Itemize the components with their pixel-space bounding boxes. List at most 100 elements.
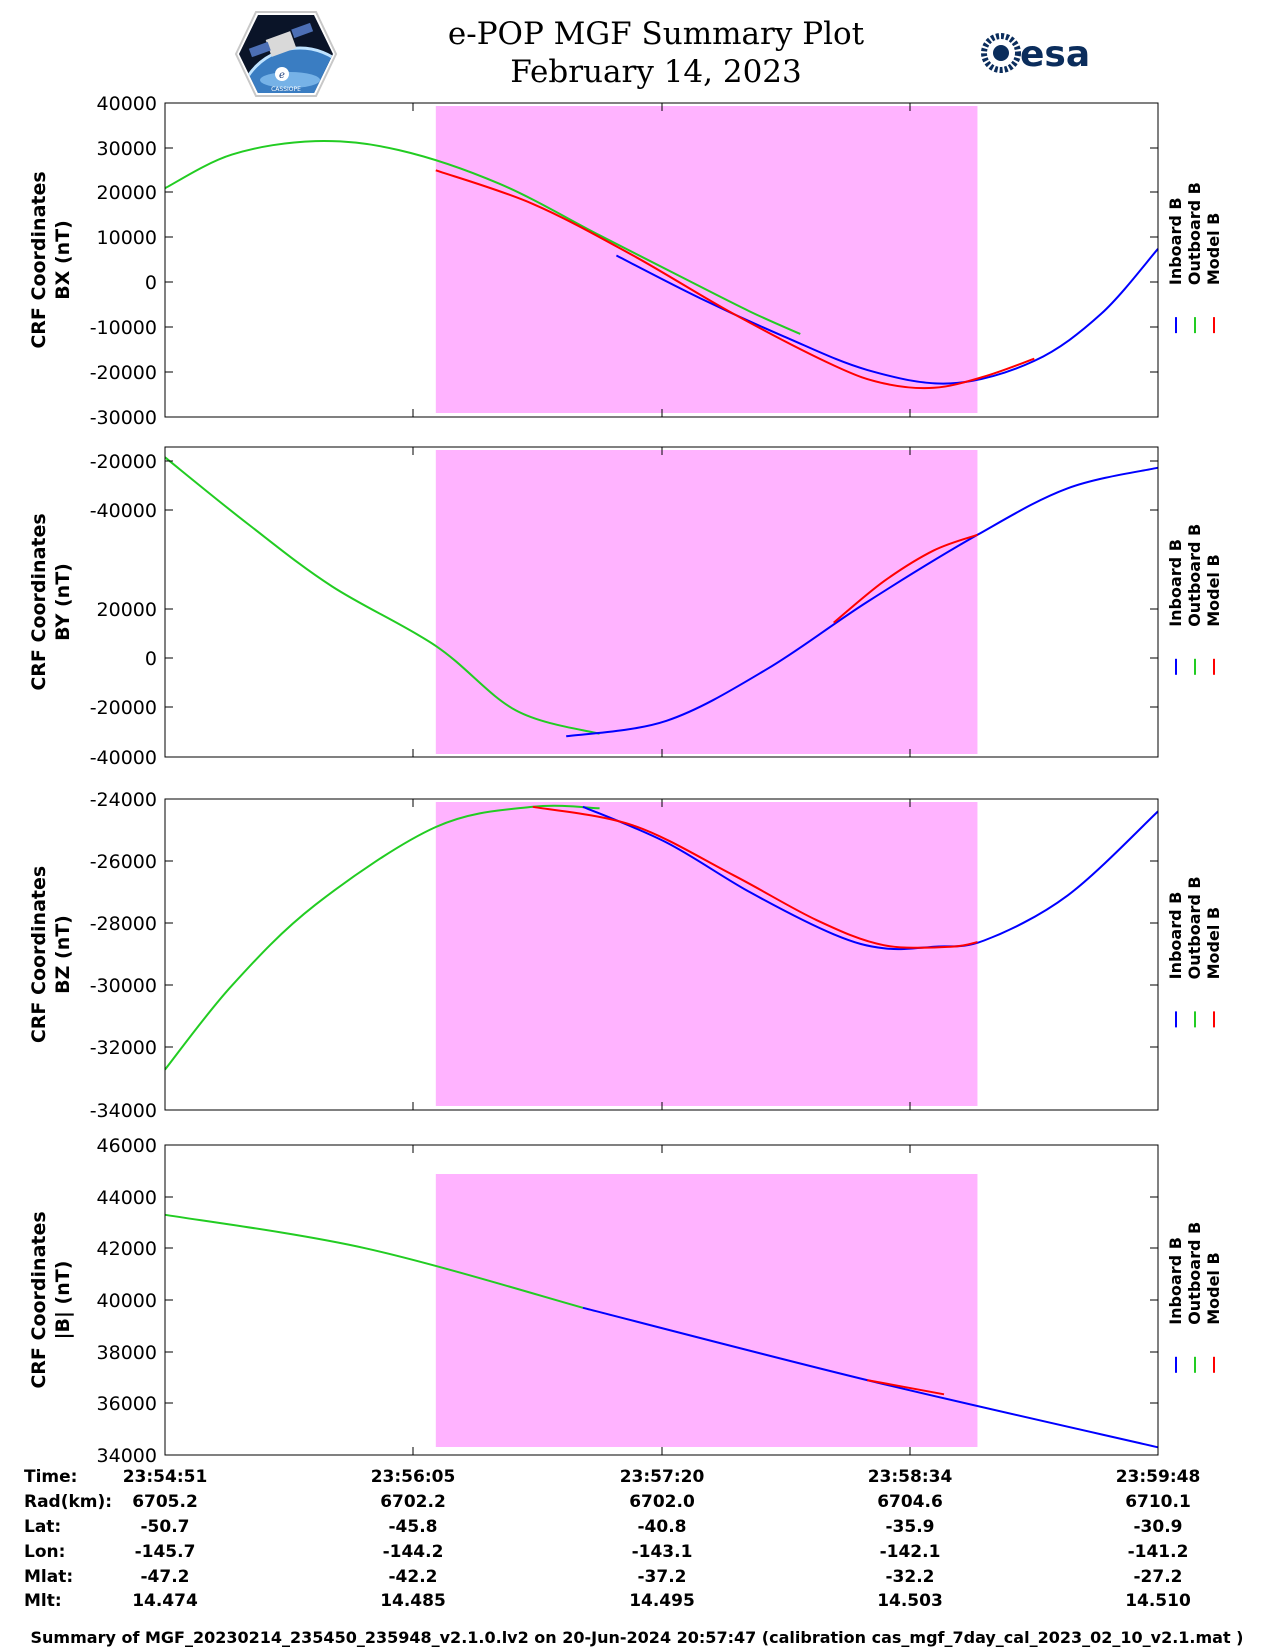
legend-label-inboard: Inboard B: [1166, 539, 1185, 627]
orbit-value: -144.2: [383, 1542, 444, 1562]
legend-label-inboard: Inboard B: [1166, 892, 1185, 980]
orbit-value: -30.9: [1134, 1517, 1183, 1537]
y-tick-label: -24000: [90, 789, 157, 811]
panel-4: 46000 44000 42000 40000 38000 36000 34000 CRF C…: [28, 1135, 1223, 1467]
series-inboard-line: [615, 248, 1159, 385]
y-tick-label: -30000: [90, 975, 157, 997]
y-tick-label: -40000: [90, 500, 157, 522]
orbit-columns: 23:54:516705.2-50.7-145.7-47.214.47423:5…: [123, 1467, 1201, 1611]
orbit-value: 14.510: [1125, 1591, 1191, 1611]
series-outboard-line: [164, 456, 600, 735]
orbit-row-labels: Time: Rad(km): Lat: Lon: Mlat: Mlt:: [24, 1467, 112, 1611]
y-tick-label: 34000: [97, 1445, 157, 1467]
y-tick-label: -20000: [90, 451, 157, 473]
highlight-interval: [435, 106, 978, 413]
legend: Inboard B Outboard B Model B: [1166, 876, 1223, 1028]
y-tick-label: -20000: [90, 362, 157, 384]
y-tick-label: -30000: [90, 407, 157, 429]
y-tick-label: 46000: [97, 1135, 157, 1157]
y-tick-label: 0: [145, 648, 157, 670]
legend: Inboard B Outboard B Model B: [1166, 524, 1223, 675]
legend-label-model: Model B: [1204, 1252, 1223, 1324]
legend-label-outboard: Outboard B: [1185, 876, 1204, 979]
y-axis-label-line1: CRF Coordinates: [28, 866, 50, 1043]
series-model-line: [435, 169, 1035, 390]
series-outboard-line: [164, 1213, 584, 1309]
y-axis-label-line2: BX (nT): [52, 220, 74, 300]
legend: Inboard B Outboard B Model B: [1166, 1222, 1223, 1373]
orbit-column-2: 23:56:05 6702.2 -45.8 -144.2 -42.2 14.485: [371, 1467, 456, 1611]
orbit-value: 14.485: [380, 1591, 446, 1611]
esa-logo: esa: [981, 33, 1090, 75]
legend: Inboard B Outboard B Model B: [1166, 182, 1223, 334]
orbit-value: 23:56:05: [371, 1467, 456, 1487]
orbit-value: -143.1: [632, 1542, 693, 1562]
orbit-column-3: 23:57:20 6702.0 -40.8 -143.1 -37.2 14.495: [620, 1467, 705, 1611]
y-axis-label: CRF Coordinates BX (nT): [28, 171, 74, 348]
y-tick-label: 40000: [97, 1290, 157, 1312]
esa-logo-text: esa: [1020, 34, 1090, 75]
y-tick-label: -10000: [90, 317, 157, 339]
orbit-value: -35.9: [886, 1517, 935, 1537]
orbit-value: 23:54:51: [123, 1467, 208, 1487]
orbit-value: 14.503: [877, 1591, 943, 1611]
y-tick-label: 38000: [97, 1342, 157, 1364]
y-axis-label-line1: CRF Coordinates: [28, 513, 50, 690]
orbit-value: 23:57:20: [620, 1467, 705, 1487]
orbit-label-mlt: Mlt:: [24, 1591, 62, 1611]
y-tick-label: 30000: [97, 138, 157, 160]
y-tick-label: 20000: [97, 182, 157, 204]
series-model-line: [532, 805, 978, 949]
y-tick-label: 20000: [97, 599, 157, 621]
series-inboard-line: [566, 466, 1159, 738]
orbit-value: 6702.0: [629, 1492, 695, 1512]
y-axis-label-line1: CRF Coordinates: [28, 1211, 50, 1388]
orbit-value: 23:58:34: [868, 1467, 953, 1487]
legend-label-outboard: Outboard B: [1185, 1222, 1204, 1325]
legend-label-model: Model B: [1204, 554, 1223, 626]
y-axis-label-line2: BZ (nT): [52, 915, 74, 994]
orbit-label-time: Time:: [24, 1467, 77, 1487]
orbit-value: -40.8: [638, 1517, 687, 1537]
y-axis-label-line1: CRF Coordinates: [28, 171, 50, 348]
series-model-line: [866, 1379, 945, 1396]
panel-1: 40000 30000 20000 10000 0 -10000 -20000 -30000 C…: [28, 93, 1223, 429]
orbit-value: -37.2: [638, 1567, 687, 1587]
plot-date: February 14, 2023: [510, 54, 802, 90]
plot-panels: 40000 30000 20000 10000 0 -10000 -20000 -30000 C…: [28, 93, 1223, 1467]
legend-label-outboard: Outboard B: [1185, 182, 1204, 285]
orbit-value: -47.2: [141, 1567, 190, 1587]
legend-label-inboard: Inboard B: [1166, 197, 1185, 285]
y-tick-label: 36000: [97, 1393, 157, 1415]
orbit-value: 6704.6: [877, 1492, 943, 1512]
y-tick-label: 0: [145, 272, 157, 294]
orbit-label-lat: Lat:: [24, 1517, 61, 1537]
orbit-value: 6702.2: [380, 1492, 446, 1512]
y-tick-label: -28000: [90, 913, 157, 935]
highlight-interval: [435, 802, 978, 1106]
y-axis-label-line2: |B| (nT): [52, 1261, 74, 1340]
orbit-info-table: Time: Rad(km): Lat: Lon: Mlat: Mlt: 23:5…: [24, 1467, 1200, 1611]
legend-label-outboard: Outboard B: [1185, 524, 1204, 627]
panel-2: -20000 -40000 20000 0 -20000 -40000 CRF Coordi…: [28, 446, 1223, 769]
orbit-label-lon: Lon:: [24, 1542, 65, 1562]
legend-label-model: Model B: [1204, 907, 1223, 979]
svg-text:e: e: [279, 70, 285, 81]
orbit-label-radius: Rad(km):: [24, 1492, 112, 1512]
y-axis-label: CRF Coordinates BZ (nT): [28, 866, 74, 1043]
cassiope-logo-caption: CASSIOPE: [271, 86, 301, 93]
orbit-value: 14.474: [132, 1591, 198, 1611]
y-tick-label: -34000: [90, 1100, 157, 1122]
y-tick-label: 42000: [97, 1238, 157, 1260]
y-tick-label: -20000: [90, 697, 157, 719]
y-axis-label: CRF Coordinates BY (nT): [28, 513, 74, 690]
orbit-value: -50.7: [141, 1517, 190, 1537]
orbit-value: -32.2: [886, 1567, 935, 1587]
orbit-value: 14.495: [629, 1591, 695, 1611]
orbit-value: -142.1: [880, 1542, 941, 1562]
y-tick-label: 44000: [97, 1187, 157, 1209]
series-model-line: [833, 533, 978, 624]
orbit-value: 23:59:48: [1116, 1467, 1201, 1487]
y-axis-label-line2: BY (nT): [52, 563, 74, 641]
highlight-interval: [435, 450, 978, 754]
